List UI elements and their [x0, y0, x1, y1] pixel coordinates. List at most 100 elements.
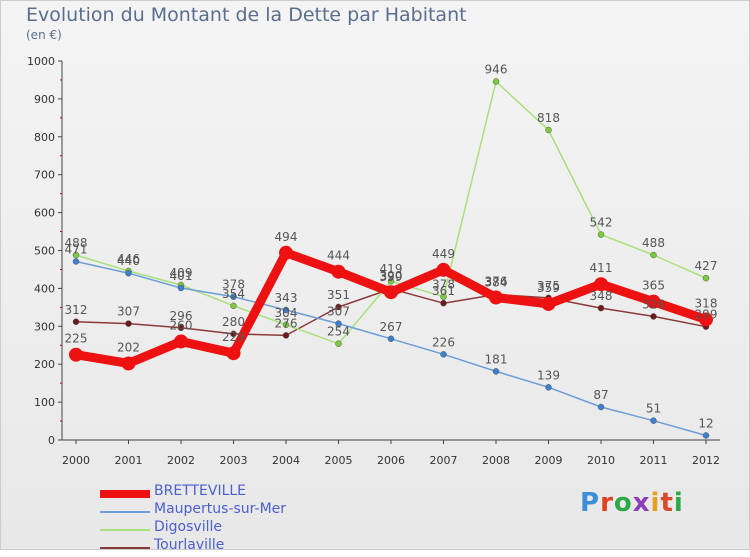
data-label-0-2: 260 [170, 318, 193, 332]
data-point-0-3 [226, 346, 241, 361]
y-tick-label: 0 [48, 434, 55, 447]
data-point-1-0 [72, 258, 80, 265]
data-point-1-5 [335, 320, 342, 327]
data-point-3-1 [125, 320, 132, 327]
data-label-1-10: 87 [593, 388, 608, 402]
y-tick-label: 200 [34, 358, 55, 371]
x-tick-label: 2011 [640, 454, 668, 467]
data-point-1-8 [492, 368, 500, 375]
logo-letter: i [650, 488, 661, 518]
data-point-3-2 [177, 324, 185, 332]
data-point-3-7 [440, 299, 447, 307]
data-point-2-6 [387, 277, 395, 285]
data-label-1-5: 307 [327, 305, 350, 319]
data-label-3-1: 307 [117, 305, 140, 319]
data-label-1-7: 226 [432, 335, 455, 349]
data-label-2-8: 946 [485, 62, 508, 76]
data-point-2-8 [492, 78, 500, 85]
data-label-2-6: 419 [380, 262, 403, 276]
y-tick-label: 500 [34, 245, 55, 258]
data-label-0-3: 229 [222, 330, 245, 344]
data-point-0-0 [69, 347, 83, 362]
chart-axes: 0 100 200 300 400 500 600 700 800 900 1000 2000 2001… [27, 55, 720, 467]
data-point-2-11 [650, 251, 657, 259]
data-label-2-7: 378 [432, 278, 455, 292]
data-label-3-8: 384 [485, 275, 508, 289]
data-label-1-11: 51 [646, 402, 661, 416]
legend-line-tourlaville [100, 547, 150, 549]
series-line-2 [75, 80, 707, 345]
data-point-1-7 [440, 351, 447, 358]
logo-letter: t [660, 488, 674, 518]
x-tick-label: 2000 [62, 454, 90, 467]
x-tick-label: 2005 [325, 454, 353, 467]
data-point-0-6 [384, 285, 398, 300]
data-label-0-8: 376 [485, 274, 508, 288]
data-point-0-7 [436, 262, 451, 277]
data-label-2-3: 354 [222, 287, 245, 301]
data-point-3-11 [650, 313, 657, 320]
data-point-0-5 [331, 264, 346, 279]
data-point-1-6 [387, 335, 395, 343]
data-label-3-11: 326 [642, 297, 665, 311]
data-label-0-0: 225 [65, 332, 88, 346]
data-label-1-0: 471 [65, 242, 88, 256]
chart-series-lines [71, 80, 711, 437]
y-tick-label: 600 [34, 207, 55, 220]
data-point-1-10 [597, 403, 605, 411]
data-label-3-7: 361 [432, 284, 455, 298]
data-point-2-10 [597, 231, 605, 238]
data-point-0-9 [541, 296, 556, 311]
data-point-1-3 [230, 293, 237, 300]
data-label-3-5: 351 [327, 288, 350, 302]
data-point-2-0 [72, 251, 80, 259]
y-tick-label: 100 [34, 396, 55, 409]
data-label-1-9: 139 [537, 368, 560, 382]
x-tick-label: 2007 [430, 454, 458, 467]
logo-letter: P [580, 488, 601, 518]
x-tick-label: 2002 [167, 454, 195, 467]
data-label-2-11: 488 [642, 236, 665, 250]
x-tick-label: 2008 [482, 454, 510, 467]
x-tick-label: 2010 [587, 454, 615, 467]
data-point-1-9 [545, 384, 552, 391]
data-label-1-8: 181 [485, 352, 508, 366]
data-label-1-2: 401 [170, 269, 193, 283]
x-tick-label: 2012 [692, 454, 720, 467]
data-point-1-1 [125, 269, 132, 277]
data-point-3-5 [335, 303, 342, 311]
data-label-3-0: 312 [65, 303, 88, 317]
legend-label-bretteville: BRETTEVILLE [154, 483, 247, 499]
x-tick-label: 2009 [535, 454, 563, 467]
data-label-3-2: 296 [170, 309, 193, 323]
legend-line-maupertus [100, 511, 150, 513]
data-point-2-3 [230, 302, 237, 310]
y-tick-label: 900 [34, 93, 55, 106]
data-label-3-3: 280 [222, 315, 245, 329]
data-label-2-2: 409 [170, 266, 193, 280]
data-point-1-4 [282, 306, 290, 314]
legend-line-digosville [100, 529, 150, 531]
data-label-1-12: 12 [698, 416, 713, 430]
chart-title: Evolution du Montant de la Dette par Hab… [26, 4, 467, 26]
chart-subtitle: (en €) [26, 28, 62, 42]
data-point-3-4 [282, 332, 290, 339]
logo-letter: o [613, 488, 633, 518]
logo-letter: i [673, 488, 684, 518]
y-tick-label: 1000 [27, 55, 55, 68]
data-label-3-12: 299 [695, 308, 718, 322]
data-point-0-10 [594, 277, 608, 292]
data-label-0-4: 494 [275, 230, 298, 244]
y-tick-label: 300 [34, 320, 55, 333]
data-label-2-1: 446 [117, 252, 140, 266]
data-label-0-1: 202 [117, 340, 140, 354]
data-point-1-12 [702, 432, 710, 439]
data-point-2-9 [545, 126, 552, 134]
chart-data-labels: 312 307 296 280 276 351 399 361 384 375 348 326 299 4… [65, 62, 718, 430]
data-point-3-3 [230, 330, 237, 338]
data-label-1-3: 378 [222, 278, 245, 292]
data-label-3-4: 276 [275, 316, 298, 330]
data-point-0-8 [489, 290, 503, 305]
data-label-2-9: 818 [537, 111, 560, 125]
